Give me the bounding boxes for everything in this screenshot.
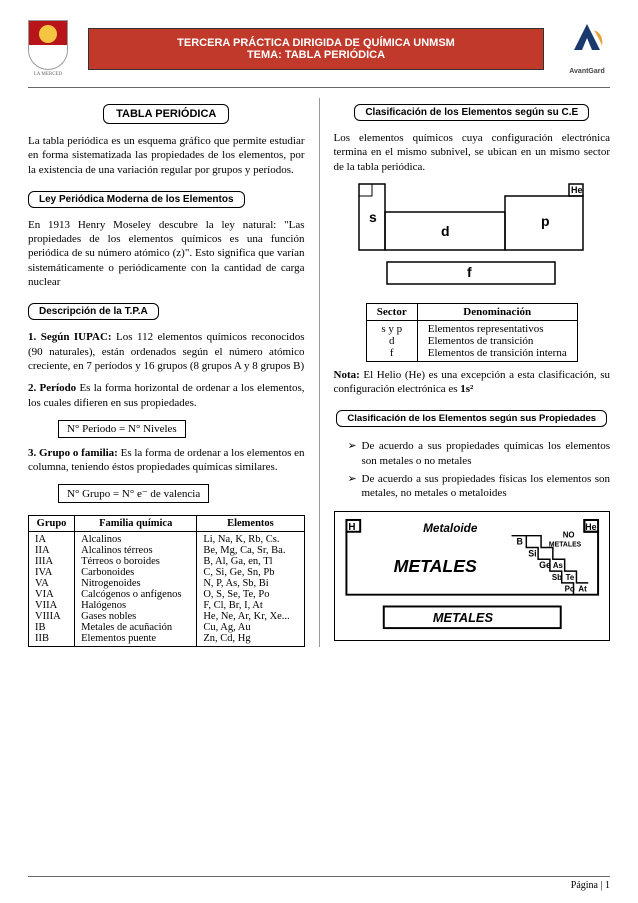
svg-text:Si: Si <box>528 548 536 558</box>
shield-label: LA MERCED <box>28 72 68 77</box>
svg-text:Po: Po <box>564 584 574 593</box>
desc-item1: 1. Según IUPAC: Los 112 elementos químic… <box>28 330 305 373</box>
svg-text:At: At <box>578 584 587 593</box>
formula-grupo: N° Grupo = N° e⁻ de valencia <box>58 484 209 503</box>
fam-td: AlcalinosAlcalinos térreosTérreos o boro… <box>75 532 197 647</box>
svg-text:H: H <box>348 521 355 532</box>
title-line2: TEMA: TABLA PERIÓDICA <box>107 49 525 61</box>
sec-th: Sector <box>366 303 417 320</box>
p-moseley: En 1913 Henry Moseley descubre la ley na… <box>28 218 305 289</box>
column-divider <box>319 98 320 647</box>
fam-td: Li, Na, K, Rb, Cs.Be, Mg, Ca, Sr, Ba.B, … <box>197 532 304 647</box>
sec-th: Denominación <box>417 303 577 320</box>
svg-text:METALES: METALES <box>432 610 493 625</box>
svg-text:B: B <box>516 536 522 546</box>
fam-th: Familia química <box>75 516 197 532</box>
note-helio: Nota: El Helio (He) es una excepción a e… <box>334 368 611 397</box>
svg-text:p: p <box>541 213 550 229</box>
svg-text:Metaloide: Metaloide <box>423 521 478 534</box>
sec-td: s y pdf <box>366 320 417 361</box>
svg-text:Sb: Sb <box>551 573 561 582</box>
svg-text:He: He <box>571 185 583 195</box>
svg-text:METALES: METALES <box>393 556 476 576</box>
avantgard-logo <box>564 22 610 68</box>
sector-table: SectorDenominación s y pdfElementos repr… <box>366 303 578 362</box>
svg-text:METALES: METALES <box>548 541 581 548</box>
heading-clasif-prop: Clasificación de los Elementos según sus… <box>336 410 607 427</box>
svg-text:As: As <box>552 561 563 570</box>
metales-diagram: H He Metaloide NO METALES B Si Ge As Sb … <box>334 511 611 641</box>
svg-text:s: s <box>369 209 377 225</box>
bullet-1: De acuerdo a sus propiedades químicas lo… <box>348 439 611 468</box>
page-footer: Página | 1 <box>571 880 610 891</box>
familia-table: GrupoFamilia químicaElementos IAIIAIIIAI… <box>28 515 305 647</box>
svg-text:Te: Te <box>565 573 574 582</box>
spdf-diagram: s d p He f <box>357 182 587 295</box>
svg-text:NO: NO <box>562 530 574 539</box>
desc-item3: 3. Grupo o familia: Es la forma de orden… <box>28 446 305 475</box>
heading-desc: Descripción de la T.P.A <box>28 303 159 320</box>
intro-right: Los elementos químicos cuya configuració… <box>334 131 611 174</box>
heading-tabla: TABLA PERIÓDICA <box>103 104 229 124</box>
bullet-2: De acuerdo a sus propiedades físicas los… <box>348 472 611 501</box>
avantgard-label: AvantGard <box>564 68 610 75</box>
top-rule <box>28 87 610 88</box>
svg-text:He: He <box>585 521 596 531</box>
formula-periodo: N° Periodo = N° Niveles <box>58 420 186 438</box>
intro-left: La tabla periódica es un esquema gráfico… <box>28 134 305 177</box>
desc-item2: 2. Período Es la forma horizontal de ord… <box>28 381 305 410</box>
fam-td: IAIIAIIIAIVAVAVIAVIIAVIIIAIBIIB <box>29 532 75 647</box>
svg-text:Ge: Ge <box>539 560 551 570</box>
heading-ley: Ley Periódica Moderna de los Elementos <box>28 191 245 208</box>
svg-text:f: f <box>467 264 472 280</box>
svg-text:d: d <box>441 223 450 239</box>
heading-clasif-ce: Clasificación de los Elementos según su … <box>354 104 589 121</box>
shield-logo <box>28 20 68 70</box>
sec-td: Elementos representativosElementos de tr… <box>417 320 577 361</box>
fam-th: Grupo <box>29 516 75 532</box>
bottom-rule <box>28 876 610 877</box>
fam-th: Elementos <box>197 516 304 532</box>
title-line1: TERCERA PRÁCTICA DIRIGIDA DE QUÍMICA UNM… <box>107 37 525 49</box>
title-box: TERCERA PRÁCTICA DIRIGIDA DE QUÍMICA UNM… <box>88 28 544 70</box>
